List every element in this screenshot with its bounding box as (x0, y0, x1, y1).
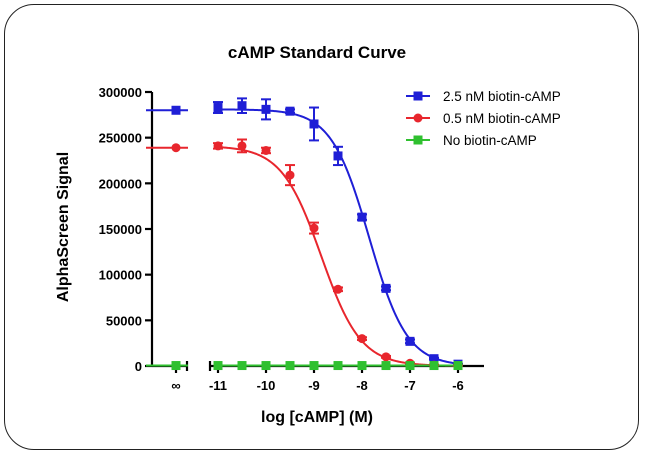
data-point (357, 361, 367, 371)
data-point (381, 283, 391, 293)
data-point (171, 105, 181, 115)
y-tick-label: 150000 (99, 222, 142, 237)
data-point (261, 361, 271, 371)
data-point (237, 101, 247, 111)
chart-frame (4, 4, 639, 450)
data-point (405, 361, 415, 371)
x-tick-label: -9 (308, 378, 320, 393)
x-tick-label: -6 (452, 378, 464, 393)
data-point (285, 361, 295, 371)
fit-curves (146, 108, 459, 367)
data-point (213, 361, 223, 371)
legend-label: No biotin-cAMP (443, 133, 537, 148)
data-point (333, 361, 343, 371)
data-points (171, 97, 463, 371)
x-tick-label-infinity: ∞ (171, 378, 180, 393)
axes: 0 50000 100000 150000 200000 250000 300000 ∞ -11… (99, 85, 484, 393)
x-tick-label: -7 (404, 378, 416, 393)
y-tick-label: 0 (135, 359, 142, 374)
data-point (309, 361, 319, 371)
data-point (453, 361, 463, 371)
x-tick-label: -8 (356, 378, 368, 393)
x-tick-label: -11 (209, 378, 227, 393)
data-point (333, 284, 343, 294)
y-tick-label: 200000 (99, 176, 142, 191)
data-point (261, 145, 271, 155)
data-point (261, 104, 271, 114)
data-point (213, 103, 223, 113)
data-point (213, 141, 223, 151)
x-axis-label: log [cAMP] (M) (261, 409, 373, 426)
data-point (413, 91, 423, 101)
data-point (285, 106, 295, 116)
y-tick-label: 250000 (99, 131, 142, 146)
data-point (429, 361, 439, 371)
data-point (357, 212, 367, 222)
data-point (171, 143, 181, 153)
data-point (429, 354, 439, 364)
data-point (381, 352, 391, 362)
fit-curve (217, 146, 459, 367)
data-point (413, 113, 423, 123)
data-point (171, 361, 181, 371)
x-tick-label: -10 (257, 378, 276, 393)
data-point (309, 223, 319, 233)
data-point (381, 361, 391, 371)
data-point (237, 141, 247, 151)
data-point (405, 336, 415, 346)
data-point (309, 119, 319, 129)
legend-label: 2.5 nM biotin-cAMP (443, 89, 561, 104)
data-point (357, 334, 367, 344)
legend: 2.5 nM biotin-cAMP 0.5 nM biotin-cAMP No b… (406, 89, 561, 148)
legend-label: 0.5 nM biotin-cAMP (443, 111, 561, 126)
y-tick-label: 100000 (99, 268, 142, 283)
y-axis-label: AlphaScreen Signal (55, 152, 72, 302)
data-point (333, 151, 343, 161)
data-point (413, 135, 423, 145)
chart-title: cAMP Standard Curve (228, 43, 406, 62)
y-tick-label: 300000 (99, 85, 142, 100)
data-point (285, 170, 295, 180)
y-tick-label: 50000 (106, 313, 142, 328)
data-point (237, 361, 247, 371)
